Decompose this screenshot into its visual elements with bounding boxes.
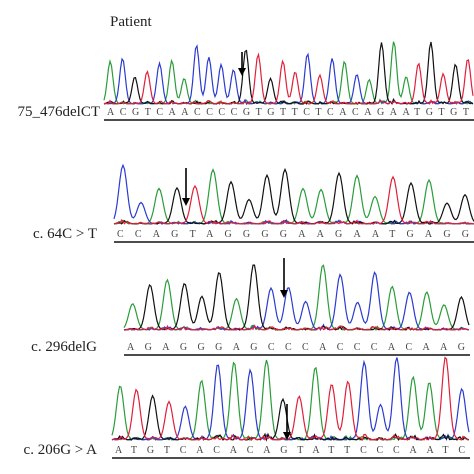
mutation-label: c. 64C > T — [33, 226, 97, 242]
trace — [113, 168, 474, 225]
base-sequence: AGAGGGAGCCCACCCACAAG — [127, 342, 465, 353]
figure-title: Patient — [110, 14, 152, 30]
arrow-head — [238, 68, 246, 76]
trace — [111, 359, 470, 442]
base-sequence: ACGTCAACCCCGTGTTCTCACAGAATGTGT — [107, 107, 469, 118]
trace — [103, 52, 474, 105]
base-sequence: ATGTCACACAGTATTCCCAATC — [115, 445, 465, 456]
trace — [123, 264, 470, 331]
arrow-head — [182, 198, 190, 206]
base-sequence: CCAGTAGGGGAAGAATGAGG — [117, 229, 469, 240]
trace — [113, 175, 474, 225]
arrow-head — [280, 290, 288, 298]
trace — [113, 163, 474, 225]
arrow-head — [283, 432, 291, 440]
trace — [113, 167, 474, 225]
mutation-label: 75_476delCT — [18, 104, 101, 120]
mutation-label: c. 296delG — [31, 339, 97, 355]
trace — [111, 357, 470, 442]
trace — [123, 264, 470, 332]
trace — [124, 324, 470, 331]
trace — [111, 356, 470, 442]
trace — [123, 270, 470, 332]
mutation-label: c. 206G > A — [24, 442, 98, 458]
